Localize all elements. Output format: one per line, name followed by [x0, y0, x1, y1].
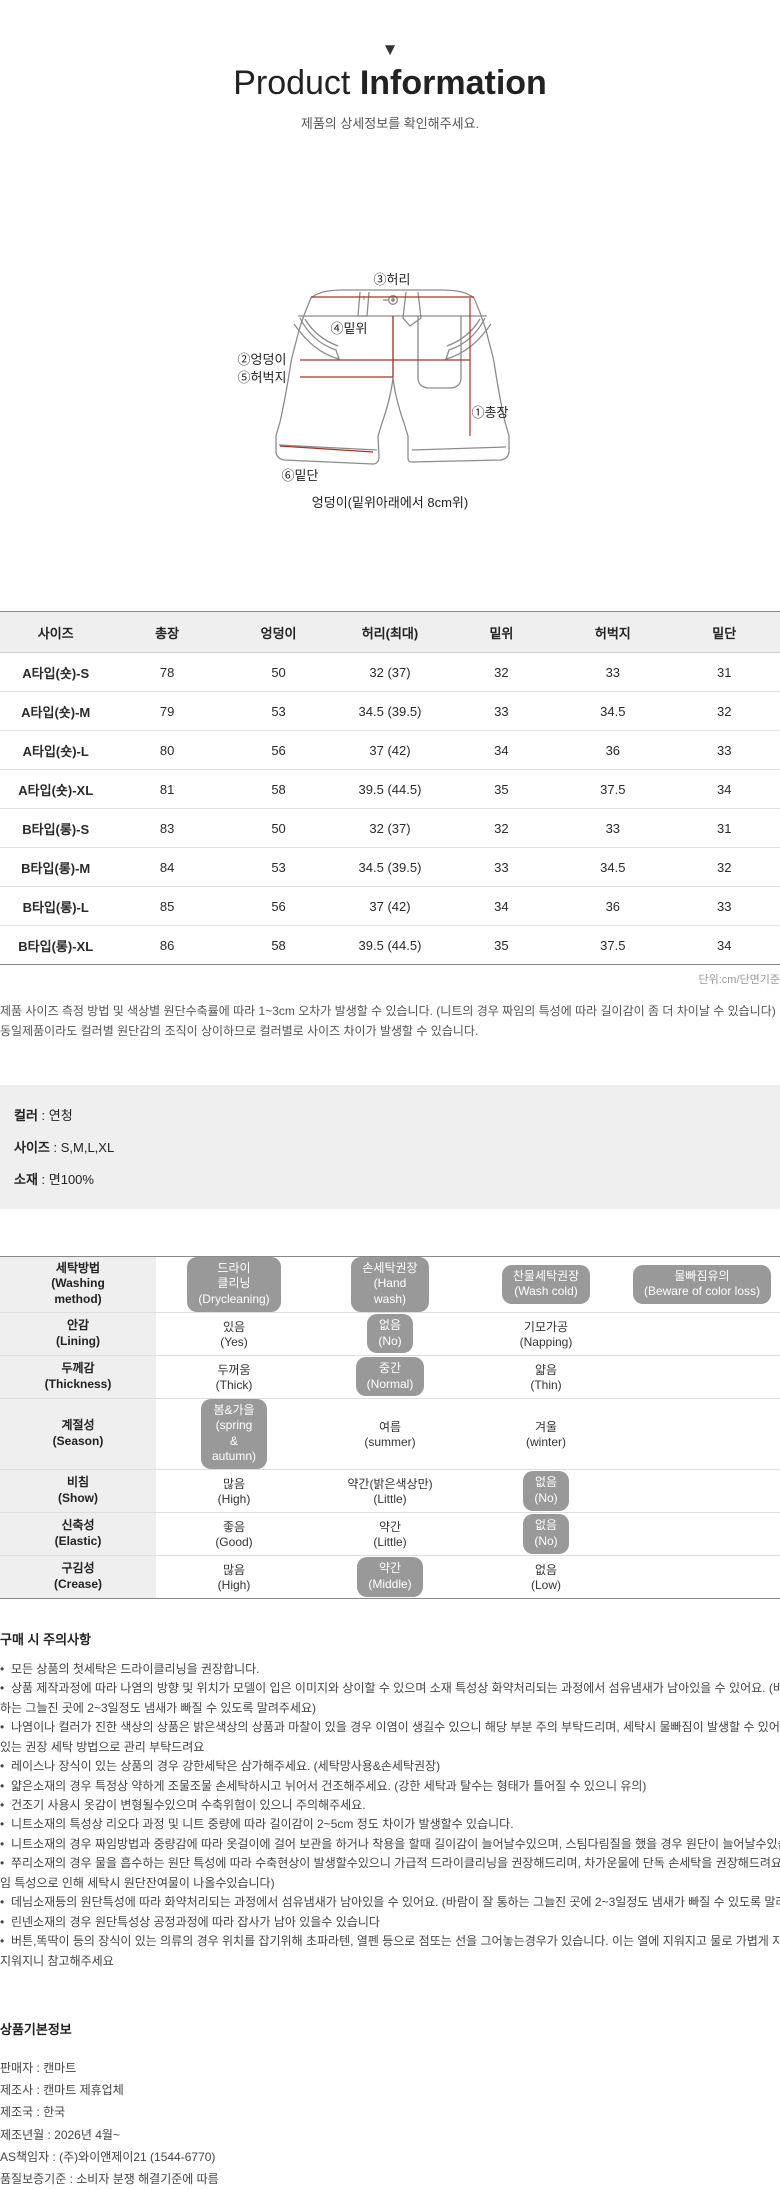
svg-text:②엉덩이: ②엉덩이	[238, 352, 287, 367]
svg-text:①총장: ①총장	[472, 405, 509, 420]
svg-text:⑥밑단: ⑥밑단	[282, 468, 319, 483]
svg-text:⑤허벅지: ⑤허벅지	[238, 370, 287, 385]
svg-text:③허리: ③허리	[374, 272, 411, 287]
svg-text:④밑위: ④밑위	[331, 321, 368, 336]
